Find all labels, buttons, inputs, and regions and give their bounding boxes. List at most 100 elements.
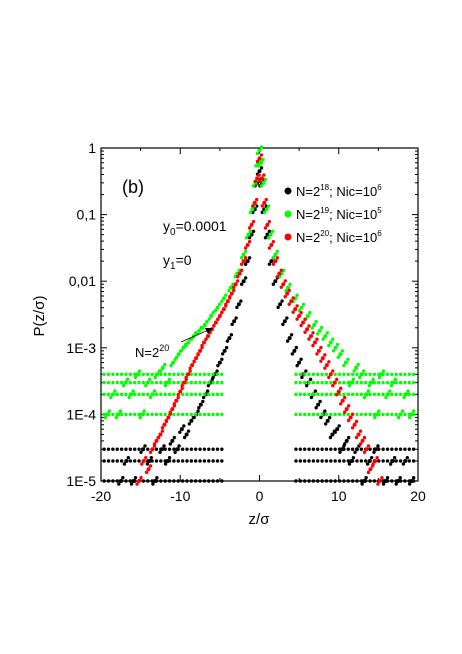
data-point xyxy=(202,392,207,397)
x-tick-label: -10 xyxy=(170,488,190,504)
data-point xyxy=(106,380,111,385)
data-point xyxy=(307,337,311,341)
data-point xyxy=(368,372,372,377)
data-point xyxy=(237,268,241,273)
data-point xyxy=(372,372,377,377)
data-point xyxy=(411,476,416,480)
data-point xyxy=(153,375,157,380)
data-point xyxy=(385,392,390,397)
data-point xyxy=(298,479,303,483)
data-point xyxy=(339,402,343,406)
data-point xyxy=(344,438,349,443)
data-point xyxy=(329,392,333,397)
data-point xyxy=(213,309,218,313)
data-point xyxy=(265,222,270,227)
data-point xyxy=(385,476,390,480)
data-point xyxy=(332,380,337,385)
data-point xyxy=(299,305,304,310)
data-point xyxy=(215,479,220,483)
data-point xyxy=(260,204,264,208)
y-tick-label: 0,1 xyxy=(77,207,97,223)
data-point xyxy=(275,274,280,279)
series-3 xyxy=(135,153,384,486)
data-point xyxy=(128,447,133,451)
data-point xyxy=(295,293,299,297)
legend-3-base: N=2 xyxy=(296,230,320,245)
data-point xyxy=(154,438,159,443)
data-point xyxy=(132,447,137,451)
data-point xyxy=(398,392,403,397)
data-point xyxy=(106,479,111,483)
data-point xyxy=(255,176,260,181)
data-point xyxy=(155,372,160,377)
data-point xyxy=(247,235,252,240)
data-point xyxy=(362,369,366,373)
data-point xyxy=(278,274,282,279)
data-point xyxy=(331,383,335,388)
data-point xyxy=(284,289,288,293)
data-point xyxy=(327,343,331,348)
data-point xyxy=(362,479,367,483)
data-point xyxy=(221,296,226,301)
data-point xyxy=(220,447,224,451)
data-point xyxy=(163,372,167,377)
data-point xyxy=(314,320,318,324)
data-point xyxy=(328,435,333,440)
data-point xyxy=(106,459,111,463)
data-point xyxy=(309,395,314,400)
data-point xyxy=(133,476,138,480)
data-point xyxy=(124,412,128,417)
data-point xyxy=(189,459,194,463)
data-point xyxy=(331,349,336,353)
data-point xyxy=(254,164,258,168)
data-point xyxy=(297,360,302,365)
data-point xyxy=(321,337,325,341)
data-point xyxy=(337,412,342,417)
data-point xyxy=(398,459,403,463)
data-point xyxy=(106,447,111,451)
data-point xyxy=(259,145,264,149)
data-point xyxy=(262,173,266,177)
data-point xyxy=(148,464,153,468)
data-point xyxy=(294,392,298,397)
data-point xyxy=(215,392,220,397)
data-point xyxy=(140,412,145,417)
data-point xyxy=(232,288,236,293)
data-point xyxy=(381,447,385,451)
data-point xyxy=(194,356,199,361)
data-point xyxy=(400,409,405,413)
data-point xyxy=(351,377,356,382)
data-point xyxy=(128,459,133,463)
data-point xyxy=(132,412,137,417)
data-point xyxy=(385,372,390,377)
data-point xyxy=(279,285,283,289)
data-point xyxy=(221,307,226,312)
data-point xyxy=(224,345,229,350)
data-point xyxy=(246,232,251,237)
data-point xyxy=(350,412,355,416)
y1-subscript: 1 xyxy=(170,261,176,272)
data-point xyxy=(320,392,324,397)
data-point xyxy=(115,392,119,397)
data-point xyxy=(212,323,216,328)
data-point xyxy=(311,392,316,397)
data-point xyxy=(249,222,254,227)
data-point xyxy=(346,447,350,451)
data-point xyxy=(366,470,371,475)
data-point xyxy=(311,479,316,483)
data-point xyxy=(299,323,303,328)
data-point xyxy=(172,372,176,377)
data-point xyxy=(147,458,152,463)
data-point xyxy=(135,372,140,377)
data-point xyxy=(335,377,339,382)
data-point xyxy=(276,305,280,310)
data-point xyxy=(152,479,157,483)
data-point xyxy=(279,268,283,273)
data-point xyxy=(259,176,264,181)
data-point xyxy=(154,447,159,451)
data-point xyxy=(176,352,181,357)
data-point xyxy=(194,392,198,397)
data-point xyxy=(150,412,154,417)
data-point xyxy=(179,427,184,432)
data-point xyxy=(257,169,262,174)
